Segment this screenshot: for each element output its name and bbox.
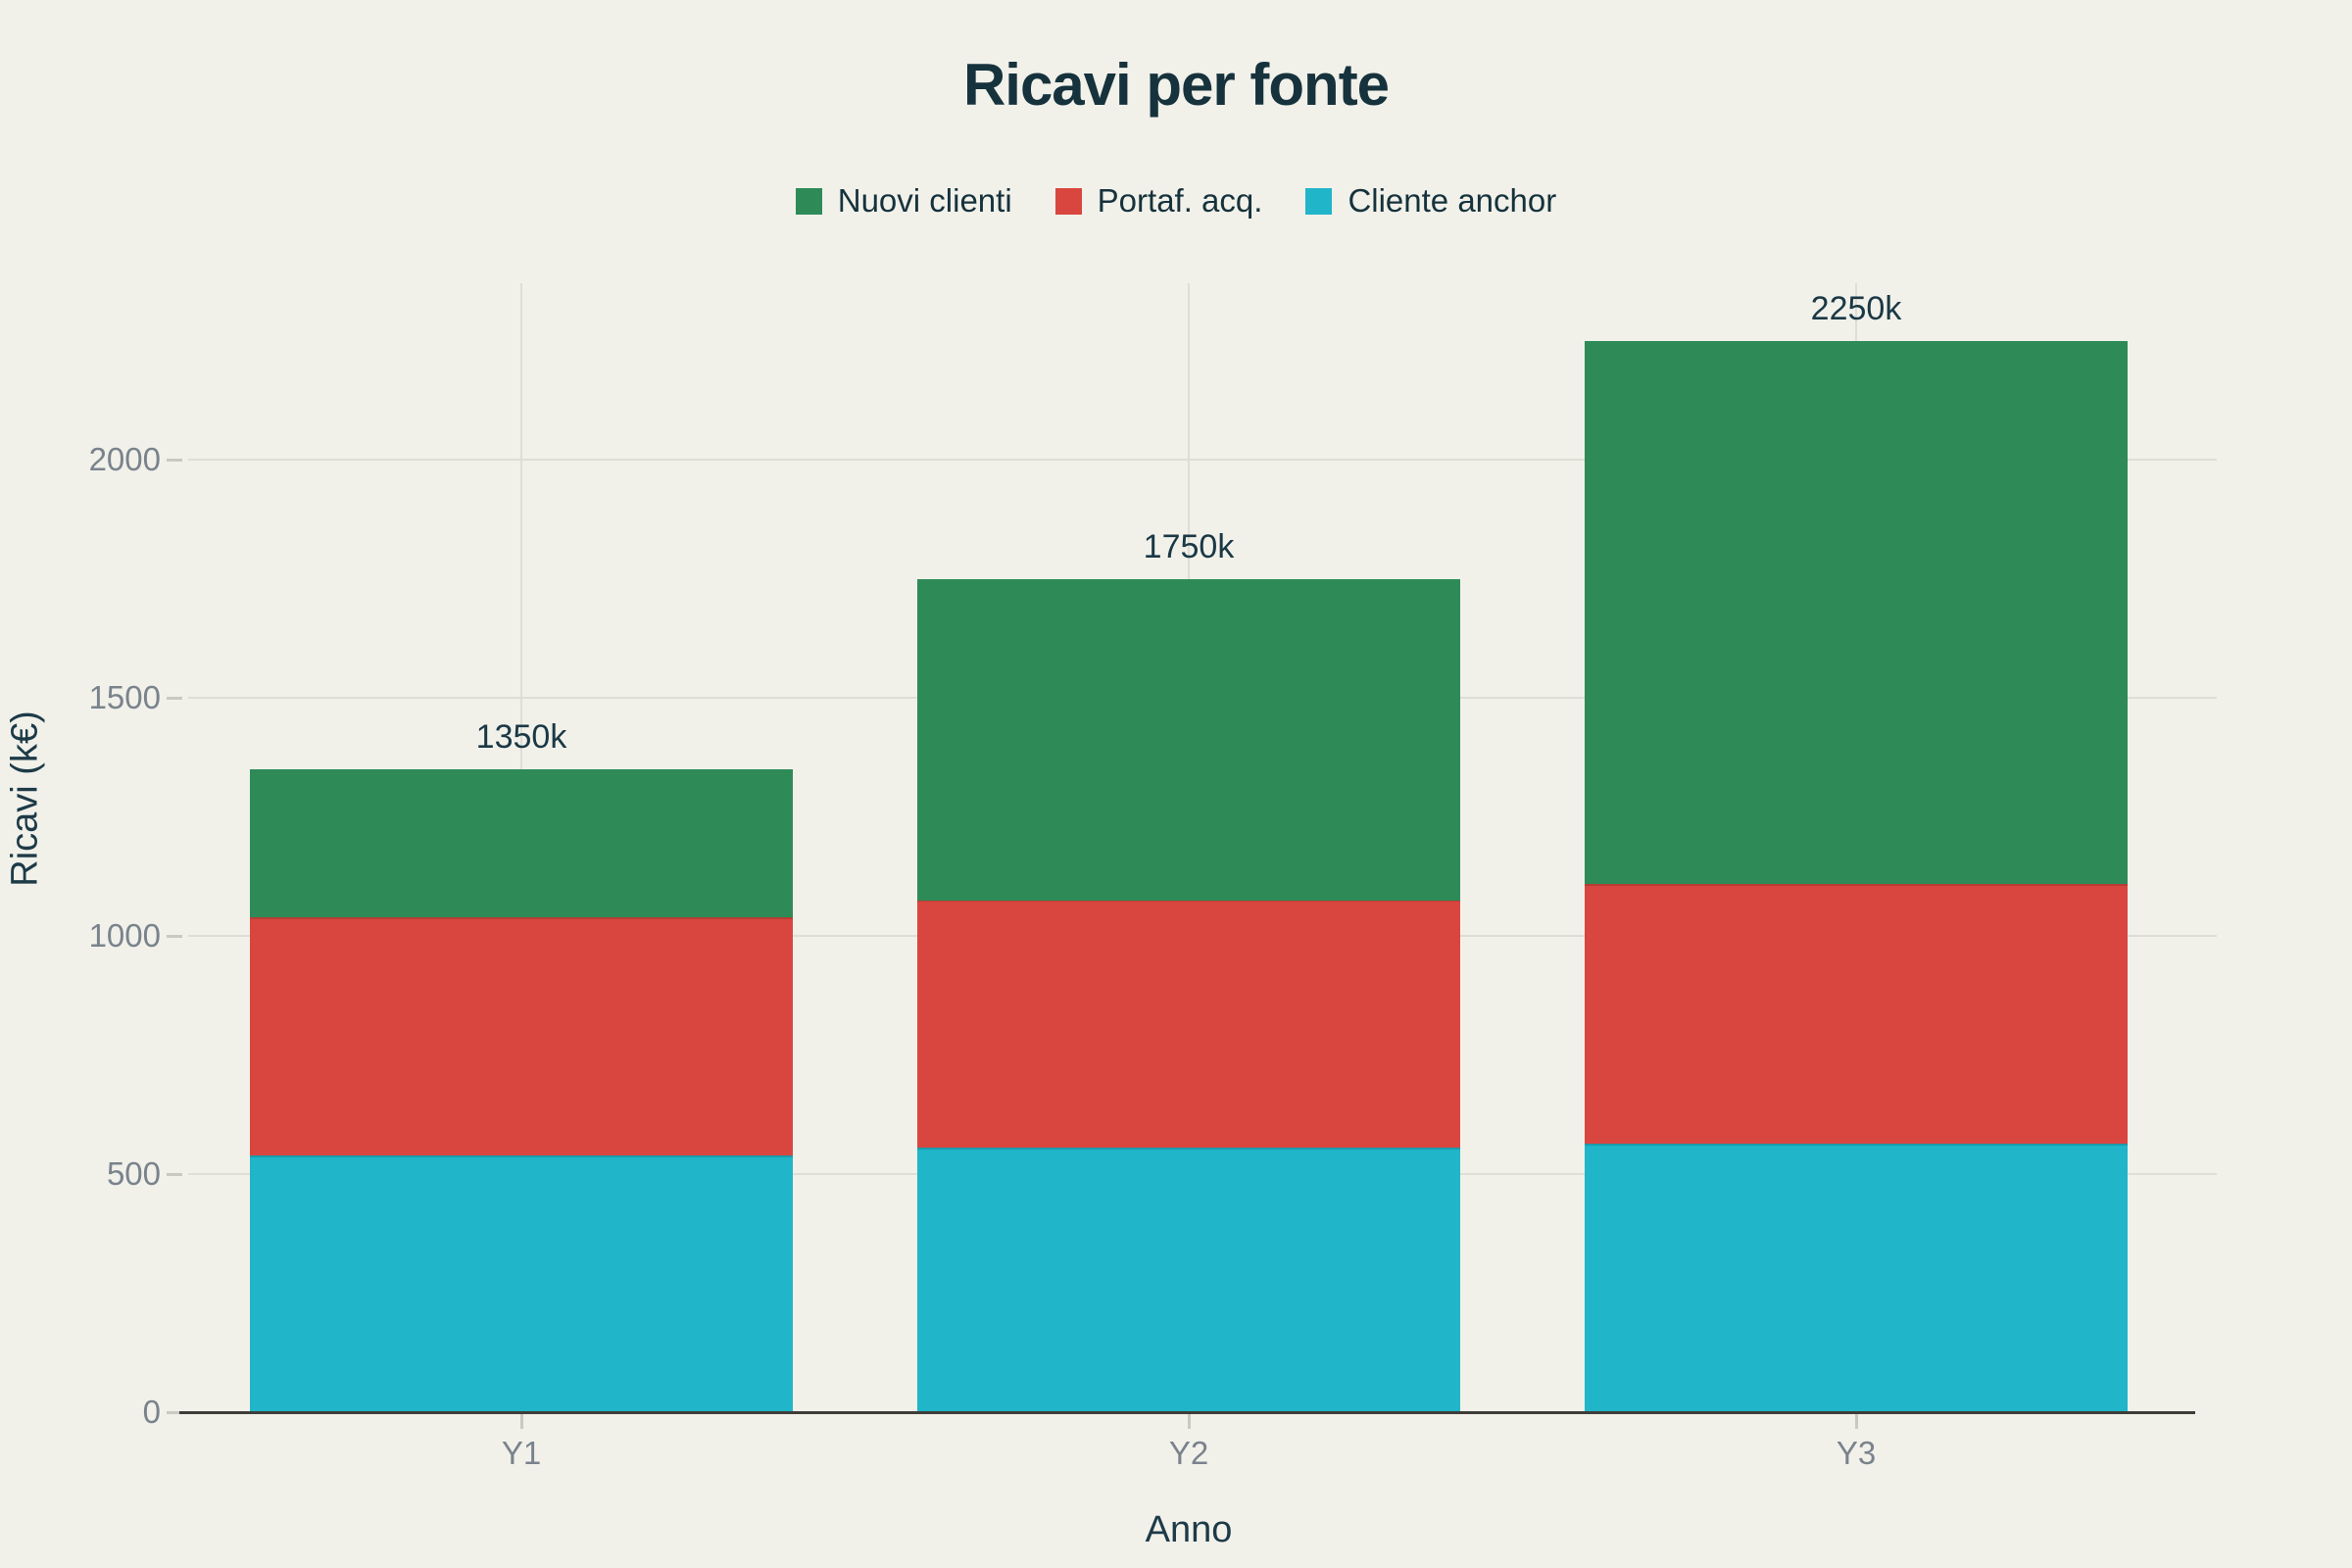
y-tick-label-2000: 2000 xyxy=(88,441,161,478)
legend-label-nuovi-clienti: Nuovi clienti xyxy=(837,182,1012,219)
x-tick-mark-y2 xyxy=(1188,1414,1191,1429)
bar-y1-segment-nuovi-clienti xyxy=(250,769,793,917)
bar-total-label-y2: 1750k xyxy=(1143,528,1235,565)
x-axis-title: Anno xyxy=(1145,1509,1233,1550)
x-tick-label-y3: Y3 xyxy=(1836,1435,1877,1471)
y-tick-label-500: 500 xyxy=(106,1155,161,1193)
y-tick-mark-0 xyxy=(167,1411,182,1414)
bar-y3-segment-portaf-acq xyxy=(1585,884,2128,1144)
x-tick-label-y1: Y1 xyxy=(501,1435,542,1471)
bar-y1-segment-portaf-acq xyxy=(250,917,793,1155)
bar-total-label-y3: 2250k xyxy=(1810,290,1902,327)
x-tick-mark-y3 xyxy=(1855,1414,1858,1429)
x-tick-mark-y1 xyxy=(520,1414,523,1429)
legend-label-portaf-acq: Portaf. acq. xyxy=(1097,182,1263,219)
legend-swatch-nuovi-clienti xyxy=(795,187,822,215)
y-tick-mark-500 xyxy=(167,1173,182,1177)
legend-item-cliente-anchor: Cliente anchor xyxy=(1305,182,1556,220)
legend-item-portaf-acq: Portaf. acq. xyxy=(1054,182,1263,220)
bar-y2-segment-portaf-acq xyxy=(917,900,1460,1148)
bar-total-label-y1: 1350k xyxy=(475,718,567,756)
chart-title: Ricavi per fonte xyxy=(962,52,1390,118)
y-tick-label-1500: 1500 xyxy=(88,679,161,716)
y-tick-label-1000: 1000 xyxy=(88,917,161,955)
bar-y3-segment-nuovi-clienti xyxy=(1585,341,2128,884)
y-tick-mark-1000 xyxy=(167,935,182,939)
legend-label-cliente-anchor: Cliente anchor xyxy=(1348,182,1557,219)
x-tick-label-y2: Y2 xyxy=(1168,1435,1209,1471)
legend-swatch-cliente-anchor xyxy=(1305,187,1333,215)
y-tick-mark-1500 xyxy=(167,697,182,701)
y-axis-title: Ricavi (k€) xyxy=(4,710,46,887)
bar-y3-segment-cliente-anchor xyxy=(1585,1144,2128,1412)
legend: Nuovi clienti Portaf. acq. Cliente anchor xyxy=(0,182,2352,220)
bar-y2-segment-cliente-anchor xyxy=(917,1148,1460,1412)
y-gridline-2000 xyxy=(188,459,2217,462)
y-tick-mark-2000 xyxy=(167,459,182,463)
bar-y2-segment-nuovi-clienti xyxy=(917,579,1460,901)
x-axis-baseline xyxy=(179,1411,2195,1414)
legend-swatch-portaf-acq xyxy=(1054,187,1082,215)
bar-y1-segment-cliente-anchor xyxy=(250,1155,793,1412)
y-tick-label-0: 0 xyxy=(142,1394,161,1430)
legend-item-nuovi-clienti: Nuovi clienti xyxy=(795,182,1012,220)
